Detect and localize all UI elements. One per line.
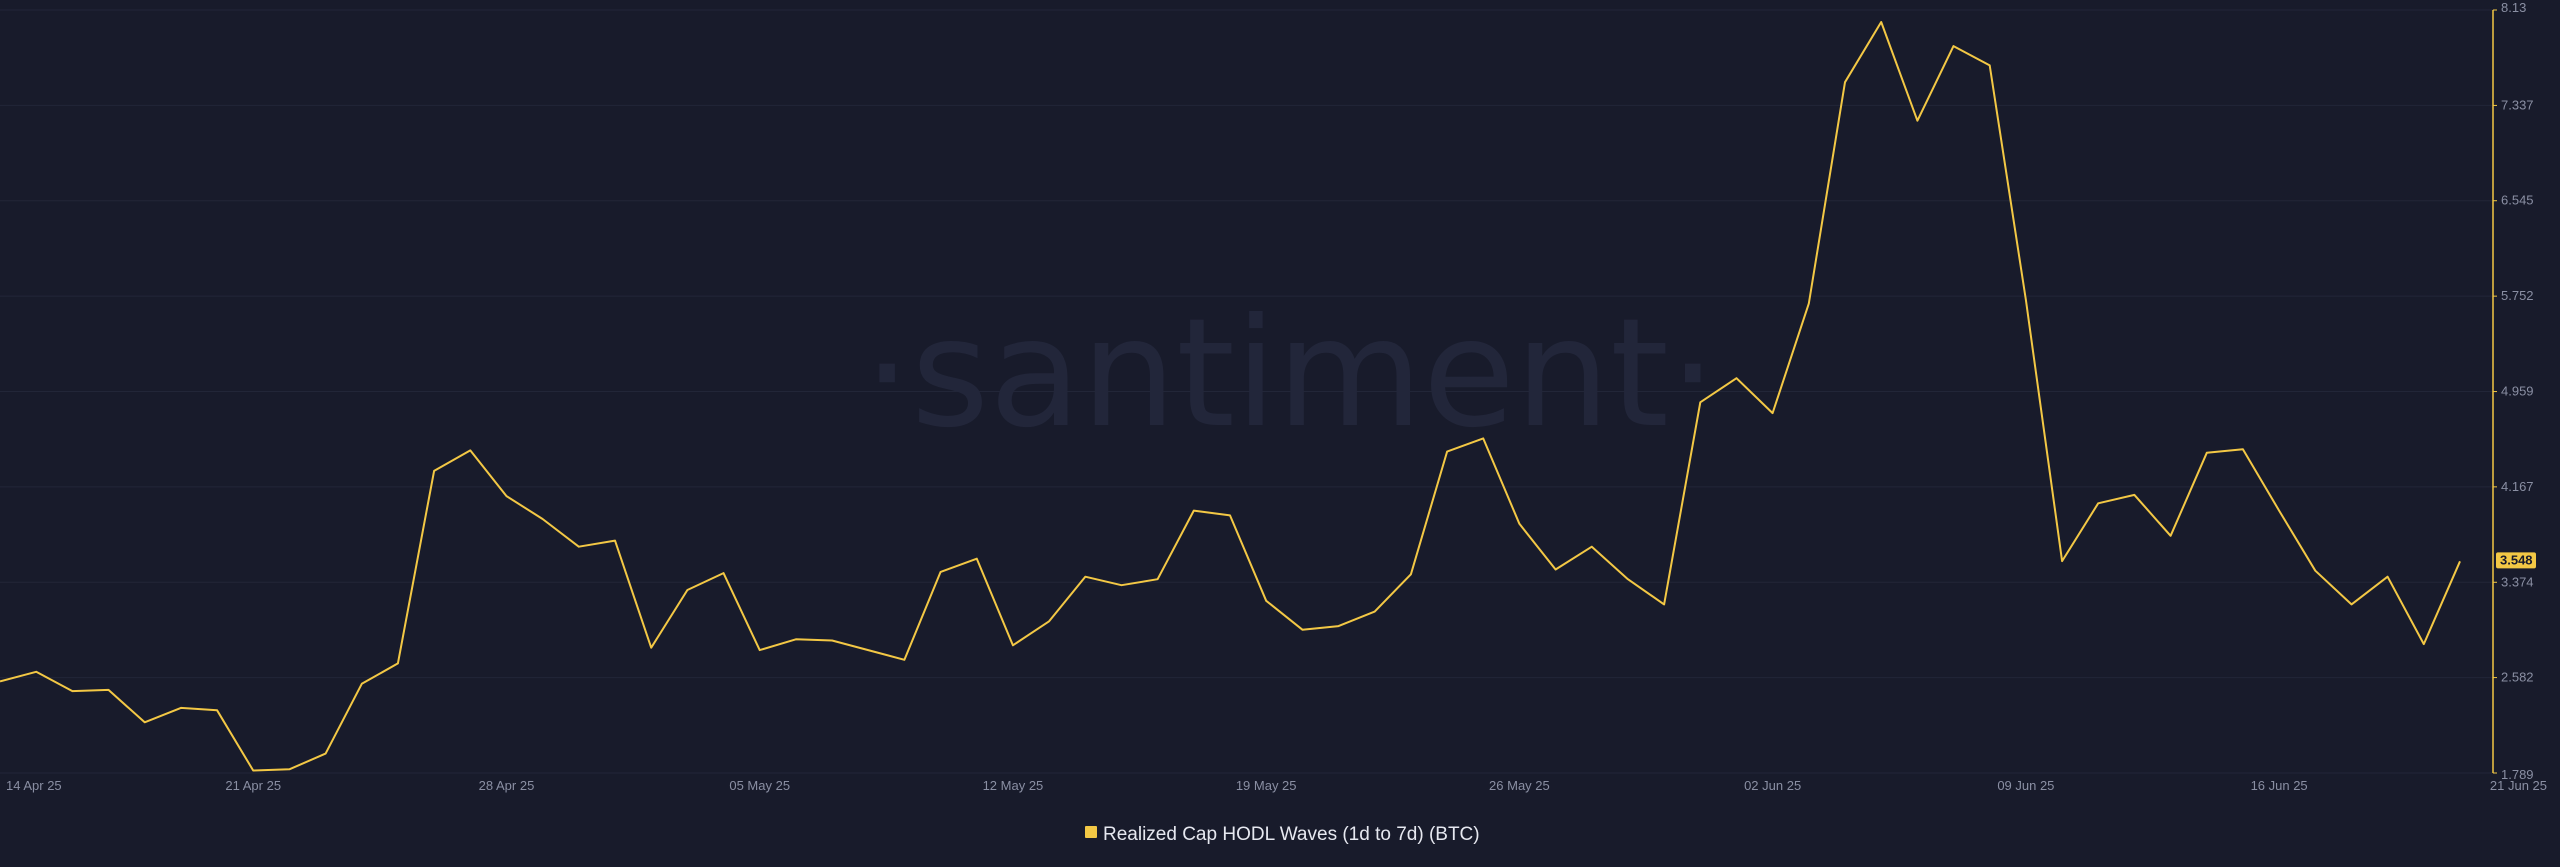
watermark-logo: ·santiment· — [863, 287, 1716, 461]
x-tick-label: 21 Jun 25 — [2490, 778, 2547, 793]
series-line — [0, 21, 2461, 772]
y-axis: 8.13 7.337 6.545 5.752 4.959 4.167 3.374 2.582 1… — [2492, 0, 2534, 782]
y-tick-label: 5.752 — [2501, 288, 2534, 303]
x-tick-label: 12 May 25 — [983, 778, 1044, 793]
x-tick-label: 14 Apr 25 — [6, 778, 62, 793]
x-tick-label: 21 Apr 25 — [225, 778, 281, 793]
y-tick-label: 4.167 — [2501, 479, 2534, 494]
current-value-badge-bg — [2496, 552, 2536, 569]
x-tick-label: 02 Jun 25 — [1744, 778, 1801, 793]
y-tick-label: 1.789 — [2501, 767, 2534, 782]
x-tick-label: 16 Jun 25 — [2251, 778, 2308, 793]
y-tick-label: 4.959 — [2501, 384, 2534, 399]
x-tick-label: 05 May 25 — [729, 778, 790, 793]
grid-lines — [0, 9, 2493, 774]
x-tick-label: 28 Apr 25 — [479, 778, 535, 793]
current-value-badge: 3.548 — [2496, 552, 2536, 569]
legend-swatch — [1085, 826, 1097, 838]
x-tick-label: 09 Jun 25 — [1997, 778, 2054, 793]
y-tick-label: 7.337 — [2501, 97, 2534, 112]
y-tick-label: 8.13 — [2501, 0, 2526, 15]
x-tick-label: 26 May 25 — [1489, 778, 1550, 793]
y-tick-label: 6.545 — [2501, 193, 2534, 208]
y-tick-label: 2.582 — [2501, 670, 2534, 685]
legend[interactable]: Realized Cap HODL Waves (1d to 7d) (BTC) — [1085, 824, 1480, 845]
x-axis: 14 Apr 25 21 Apr 25 28 Apr 25 05 May 25 12 M… — [6, 778, 2547, 793]
x-tick-label: 19 May 25 — [1236, 778, 1297, 793]
series-layer — [0, 21, 2461, 772]
y-tick-label: 3.374 — [2501, 574, 2534, 589]
legend-label: Realized Cap HODL Waves (1d to 7d) (BTC) — [1103, 824, 1480, 845]
current-value-text: 3.548 — [2500, 552, 2533, 567]
